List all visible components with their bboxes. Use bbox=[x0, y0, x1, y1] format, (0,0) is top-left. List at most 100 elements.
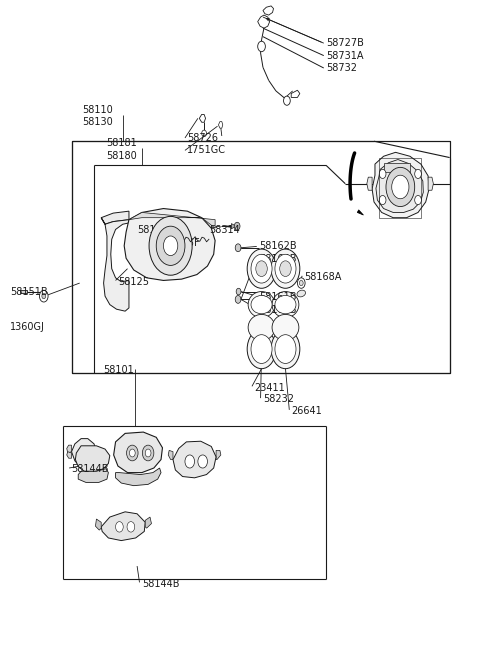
Polygon shape bbox=[114, 432, 162, 473]
Circle shape bbox=[127, 521, 135, 532]
Text: 58180: 58180 bbox=[106, 151, 137, 160]
Ellipse shape bbox=[248, 314, 275, 341]
Text: 58726: 58726 bbox=[187, 133, 218, 143]
Text: 23411: 23411 bbox=[254, 383, 285, 392]
Circle shape bbox=[145, 449, 151, 457]
Circle shape bbox=[235, 244, 241, 252]
Text: 58314: 58314 bbox=[209, 225, 240, 235]
Circle shape bbox=[379, 195, 386, 204]
Polygon shape bbox=[20, 290, 27, 293]
Circle shape bbox=[185, 455, 194, 468]
Text: 58232: 58232 bbox=[263, 394, 294, 404]
Text: 58181: 58181 bbox=[106, 138, 137, 148]
Polygon shape bbox=[168, 451, 173, 460]
Polygon shape bbox=[199, 115, 205, 122]
Circle shape bbox=[386, 168, 415, 206]
Polygon shape bbox=[101, 211, 129, 224]
Circle shape bbox=[198, 455, 207, 468]
Circle shape bbox=[379, 170, 386, 178]
Text: 58144B: 58144B bbox=[72, 464, 109, 474]
Ellipse shape bbox=[297, 290, 306, 297]
Polygon shape bbox=[231, 223, 236, 229]
Circle shape bbox=[116, 521, 123, 532]
Polygon shape bbox=[101, 217, 129, 311]
Text: 58732: 58732 bbox=[326, 63, 357, 73]
Polygon shape bbox=[263, 6, 274, 15]
Polygon shape bbox=[129, 212, 215, 228]
Text: 58161B: 58161B bbox=[259, 292, 297, 303]
Circle shape bbox=[256, 261, 267, 276]
Circle shape bbox=[258, 41, 265, 52]
Text: 58125: 58125 bbox=[118, 277, 149, 287]
Circle shape bbox=[271, 249, 300, 288]
Ellipse shape bbox=[248, 291, 275, 318]
Polygon shape bbox=[101, 512, 145, 540]
Ellipse shape bbox=[275, 295, 296, 314]
Bar bbox=[72, 141, 450, 373]
Ellipse shape bbox=[251, 295, 272, 314]
Polygon shape bbox=[376, 160, 423, 212]
Text: 58164B: 58164B bbox=[259, 305, 297, 315]
Circle shape bbox=[275, 254, 296, 283]
Circle shape bbox=[392, 175, 409, 198]
Circle shape bbox=[415, 195, 421, 204]
Circle shape bbox=[251, 335, 272, 364]
Text: 58163B: 58163B bbox=[137, 225, 175, 235]
Polygon shape bbox=[67, 445, 72, 453]
Ellipse shape bbox=[272, 291, 299, 318]
Circle shape bbox=[235, 295, 241, 303]
Circle shape bbox=[202, 130, 206, 137]
Circle shape bbox=[234, 222, 240, 230]
Polygon shape bbox=[384, 163, 410, 172]
Text: 58164B: 58164B bbox=[259, 254, 297, 264]
Circle shape bbox=[149, 216, 192, 275]
Circle shape bbox=[236, 288, 241, 295]
Text: 58727B: 58727B bbox=[326, 38, 364, 48]
Polygon shape bbox=[72, 439, 96, 468]
Polygon shape bbox=[367, 177, 372, 190]
Circle shape bbox=[39, 290, 48, 302]
Polygon shape bbox=[143, 223, 148, 230]
Text: 58130: 58130 bbox=[82, 117, 113, 127]
Polygon shape bbox=[218, 122, 223, 128]
Circle shape bbox=[280, 261, 291, 276]
Circle shape bbox=[130, 449, 135, 457]
Circle shape bbox=[247, 249, 276, 288]
Polygon shape bbox=[173, 441, 216, 478]
Circle shape bbox=[247, 329, 276, 369]
Text: 58162B: 58162B bbox=[259, 242, 297, 252]
Polygon shape bbox=[124, 208, 215, 280]
Text: 26641: 26641 bbox=[292, 406, 323, 416]
Circle shape bbox=[156, 226, 185, 265]
Text: 58101: 58101 bbox=[104, 365, 134, 375]
Polygon shape bbox=[67, 452, 72, 458]
Polygon shape bbox=[291, 90, 300, 98]
Polygon shape bbox=[145, 517, 152, 528]
Circle shape bbox=[275, 335, 296, 364]
Ellipse shape bbox=[272, 314, 299, 341]
Polygon shape bbox=[216, 451, 221, 460]
Polygon shape bbox=[372, 153, 429, 217]
Text: 58144B: 58144B bbox=[142, 579, 180, 589]
Polygon shape bbox=[75, 446, 110, 472]
Circle shape bbox=[42, 293, 46, 299]
Circle shape bbox=[271, 329, 300, 369]
Text: 58125F: 58125F bbox=[163, 238, 200, 248]
Polygon shape bbox=[116, 468, 161, 485]
Circle shape bbox=[163, 236, 178, 255]
Text: 58168A: 58168A bbox=[305, 272, 342, 282]
Text: 58151B: 58151B bbox=[10, 286, 48, 297]
Circle shape bbox=[143, 225, 148, 231]
Polygon shape bbox=[357, 210, 363, 215]
Polygon shape bbox=[258, 15, 270, 28]
Bar bbox=[72, 141, 450, 373]
Circle shape bbox=[251, 254, 272, 283]
Polygon shape bbox=[96, 519, 101, 530]
Circle shape bbox=[300, 280, 303, 286]
Polygon shape bbox=[428, 177, 433, 190]
Circle shape bbox=[127, 445, 138, 461]
Text: 1751GC: 1751GC bbox=[187, 145, 227, 155]
Polygon shape bbox=[78, 469, 108, 482]
Circle shape bbox=[143, 445, 154, 461]
Circle shape bbox=[298, 278, 305, 288]
